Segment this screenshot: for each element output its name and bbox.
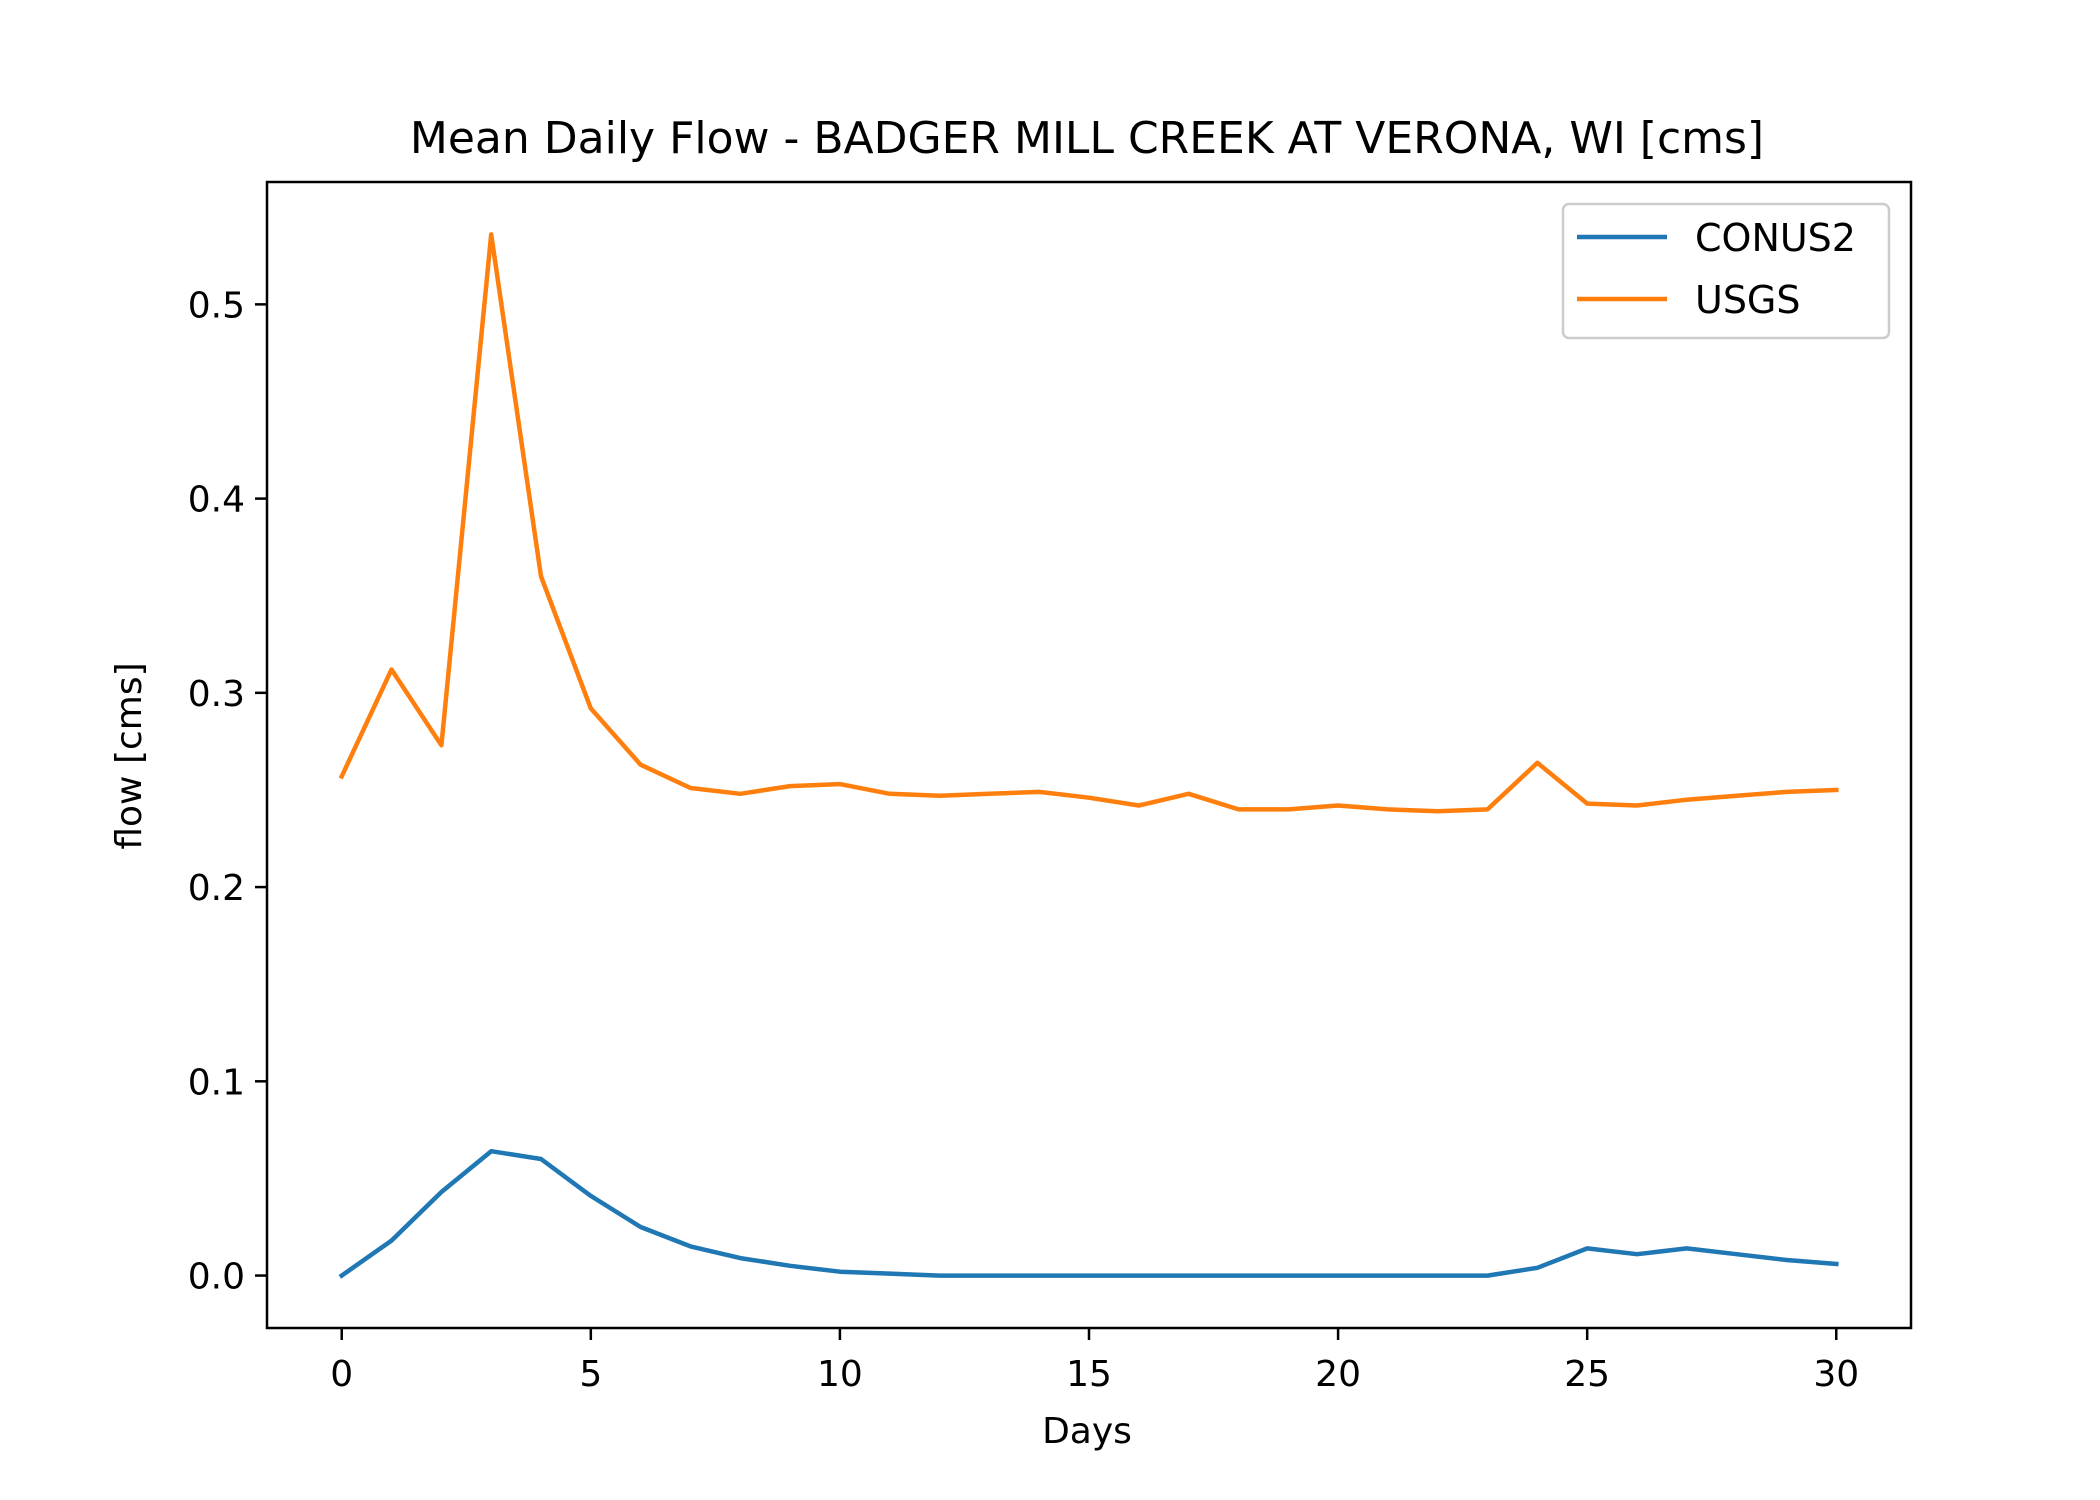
y-tick-label: 0.2 (188, 868, 245, 909)
legend: CONUS2 USGS (1561, 202, 1891, 340)
y-tick-label: 0.5 (188, 285, 245, 326)
x-tick-label: 20 (1315, 1354, 1361, 1395)
y-tick-label: 0.0 (188, 1257, 245, 1298)
x-tick-label: 25 (1564, 1354, 1610, 1395)
legend-label-usgs: USGS (1695, 278, 1801, 322)
series-layer (338, 232, 1839, 1279)
x-axis-label: Days (1042, 1411, 1132, 1452)
x-tick-label: 0 (330, 1354, 353, 1395)
chart-title: Mean Daily Flow - BADGER MILL CREEK AT V… (410, 113, 1764, 164)
x-tick-label: 10 (817, 1354, 863, 1395)
y-axis-label: flow [cms] (109, 662, 150, 849)
y-tick-label: 0.1 (188, 1062, 245, 1103)
x-axis-ticks: 0 5 10 15 20 25 30 (330, 1328, 1859, 1395)
series-line-usgs (338, 232, 1839, 814)
x-tick-label: 30 (1813, 1354, 1859, 1395)
x-tick-label: 5 (579, 1354, 602, 1395)
series-line-conus2 (338, 1148, 1839, 1279)
x-tick-label: 15 (1066, 1354, 1112, 1395)
y-tick-label: 0.3 (188, 674, 245, 715)
y-axis-ticks: 0.0 0.1 0.2 0.3 0.4 0.5 (188, 285, 267, 1298)
y-tick-label: 0.4 (188, 480, 245, 521)
legend-label-conus2: CONUS2 (1695, 216, 1856, 260)
plot-area: 0 5 10 15 20 25 30 0.0 0.1 0.2 0.3 0.4 0.5 (188, 180, 1913, 1395)
